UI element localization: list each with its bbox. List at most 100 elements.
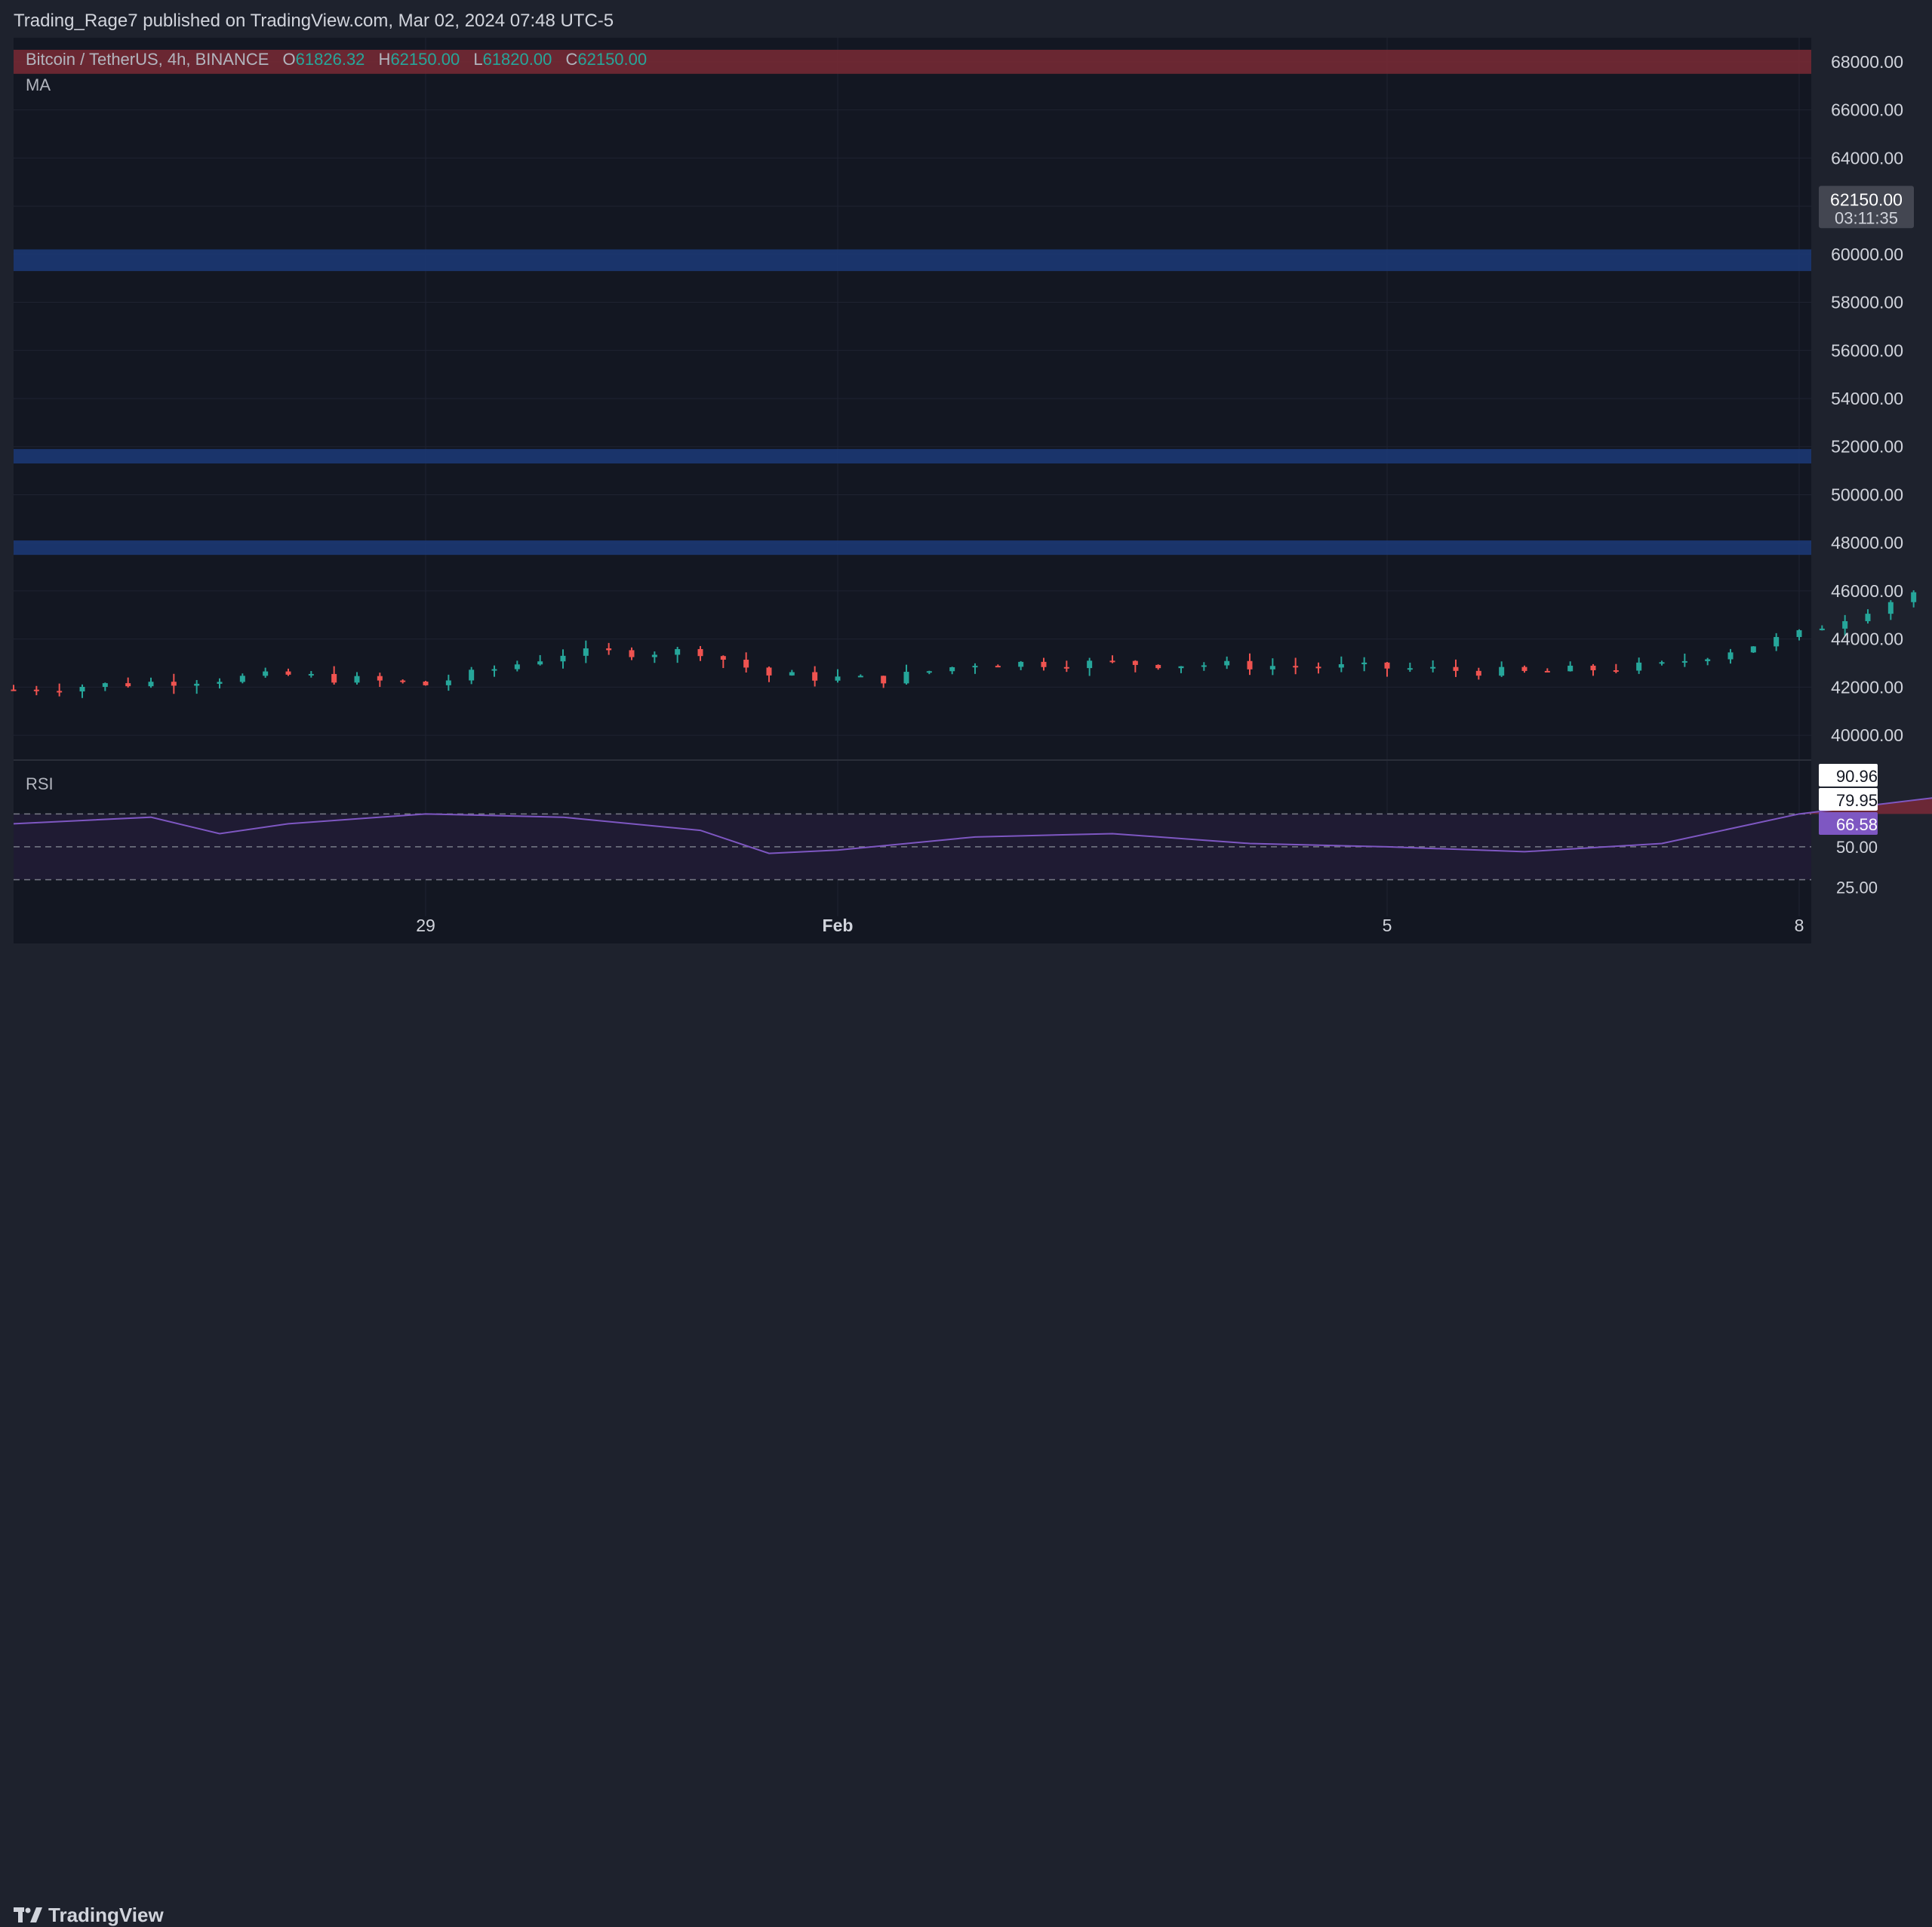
price-tick-label: 44000.00: [1831, 630, 1903, 649]
time-tick-label: 29: [416, 916, 435, 935]
high-key: H: [378, 50, 391, 69]
support-zone: [14, 448, 1811, 464]
candle-body: [606, 648, 612, 651]
candle-body: [1750, 646, 1756, 653]
candle-body: [1453, 666, 1459, 671]
symbol-label: Bitcoin / TetherUS, 4h, BINANCE: [26, 50, 269, 69]
candle-body: [1178, 666, 1184, 669]
candle-body: [102, 683, 108, 688]
rsi-indicator-label[interactable]: RSI: [26, 774, 54, 793]
candle-body: [1155, 664, 1161, 669]
candle-body: [469, 670, 475, 681]
candle-body: [239, 676, 245, 682]
candle-body: [789, 672, 795, 676]
candle-body: [812, 672, 818, 681]
candle-body: [194, 683, 200, 686]
candle-body: [972, 666, 978, 668]
rsi-value-badge: [1819, 812, 1878, 835]
candle-body: [1063, 666, 1069, 669]
candle-body: [1796, 630, 1802, 637]
candle-body: [1018, 661, 1024, 667]
price-tick-label: 50000.00: [1831, 485, 1903, 504]
candle-body: [651, 654, 657, 657]
candle-body: [1590, 665, 1596, 670]
candle-body: [125, 683, 131, 687]
candle-body: [1521, 666, 1527, 671]
candle-body: [491, 669, 497, 671]
candle-body: [995, 666, 1001, 668]
time-tick-label: 5: [1383, 916, 1392, 935]
candle-body: [766, 667, 772, 676]
candle-body: [743, 660, 749, 668]
close-value: 62150.00: [577, 50, 648, 69]
tradingview-logo[interactable]: TradingView: [14, 1904, 164, 1927]
candle-body: [57, 691, 63, 693]
candle-body: [1819, 628, 1825, 630]
resistance-zone: [14, 49, 1811, 74]
candle-body: [1407, 668, 1413, 670]
candle-body: [949, 667, 955, 672]
publisher-text: Trading_Rage7 published on TradingView.c…: [14, 11, 614, 31]
candle-body: [400, 680, 406, 682]
time-tick-label: Feb: [823, 916, 854, 935]
rsi-tick-label: 50.00: [1836, 838, 1878, 857]
candle-body: [1041, 661, 1047, 667]
candle-body: [423, 682, 429, 685]
candle-body: [1613, 670, 1619, 672]
candle-body: [1087, 660, 1093, 669]
close-key: C: [565, 50, 578, 69]
candle-body: [1842, 620, 1848, 629]
price-tick-label: 42000.00: [1831, 677, 1903, 697]
candle-body: [354, 676, 360, 683]
candle-body: [1544, 670, 1550, 673]
candle-body: [903, 672, 909, 684]
candle-body: [1567, 665, 1574, 672]
candle-body: [1109, 660, 1115, 663]
candle-body: [629, 650, 635, 657]
candle-body: [1865, 614, 1871, 621]
candle-body: [1338, 663, 1344, 668]
candle-body: [583, 648, 589, 656]
chart-area[interactable]: [14, 38, 1811, 943]
candle-body: [514, 664, 520, 670]
high-value: 62150.00: [390, 50, 460, 69]
candle-body: [11, 689, 17, 691]
candle-body: [331, 673, 337, 683]
candle-body: [171, 682, 177, 686]
candle-body: [697, 648, 703, 657]
candle-body: [1361, 662, 1367, 664]
chart-canvas[interactable]: 40000.00 42000.00 44000.00 46000.00 48000.00…: [0, 0, 1932, 994]
candle-body: [1247, 660, 1253, 670]
footer-bar: TradingView: [0, 943, 1932, 1926]
candle-body: [1293, 666, 1299, 668]
chart-legend: Bitcoin / TetherUS, 4h, BINANCE O61826.3…: [26, 50, 647, 69]
open-key: O: [282, 50, 296, 69]
publisher-bar: Trading_Rage7 published on TradingView.c…: [0, 0, 1932, 42]
candle-body: [1201, 665, 1207, 667]
rsi-value-badge: [1819, 788, 1878, 811]
rsi-value-badge-text: 66.58: [1836, 815, 1878, 834]
time-tick-label: 8: [1795, 916, 1804, 935]
candle-body: [926, 671, 932, 673]
tradingview-logo-icon: [14, 1907, 42, 1922]
price-tick-label: 48000.00: [1831, 533, 1903, 553]
candle-body: [377, 676, 383, 681]
candle-body: [1224, 660, 1230, 666]
price-tick-label: 58000.00: [1831, 293, 1903, 312]
price-tick-label: 40000.00: [1831, 725, 1903, 745]
candle-body: [1430, 666, 1436, 669]
tradingview-logo-text: TradingView: [48, 1904, 164, 1926]
low-key: L: [473, 50, 483, 69]
rsi-line: [13, 797, 1932, 854]
candle-body: [1727, 652, 1734, 660]
candle-body: [1269, 666, 1275, 670]
ma-indicator-label[interactable]: MA: [26, 75, 51, 94]
price-tick-label: 46000.00: [1831, 581, 1903, 601]
price-tick-label: 56000.00: [1831, 340, 1903, 360]
candle-body: [1681, 660, 1687, 663]
candle-body: [675, 648, 681, 655]
price-badge-value: 62150.00: [1830, 189, 1903, 209]
price-tick-label: 60000.00: [1831, 245, 1903, 264]
candle-body: [720, 656, 726, 660]
rsi-value-badge-text: 79.95: [1836, 791, 1878, 810]
